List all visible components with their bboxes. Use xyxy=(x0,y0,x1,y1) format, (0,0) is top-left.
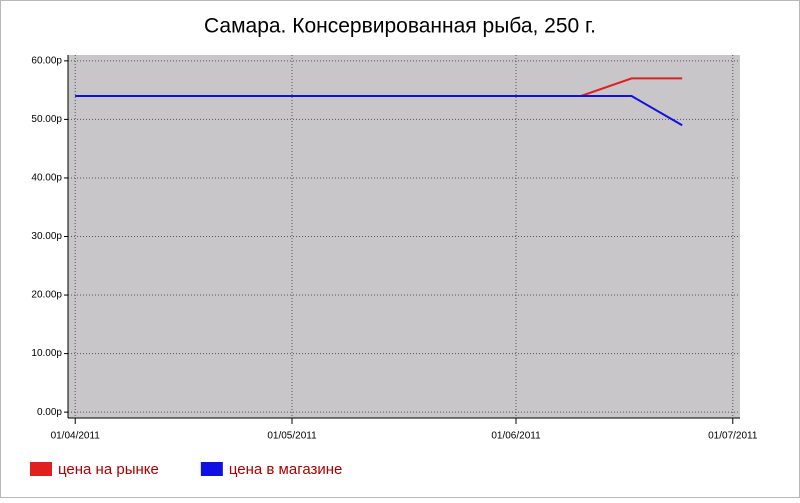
y-tick-label: 30.00р xyxy=(31,231,62,242)
y-tick-label: 0.00р xyxy=(37,407,62,418)
y-tick-label: 60.00р xyxy=(31,55,62,66)
series-line xyxy=(75,95,683,127)
chart-title: Самара. Консервированная рыба, 250 г. xyxy=(204,15,596,38)
legend-label: цена на рынке xyxy=(58,461,159,478)
y-tick-label: 20.00р xyxy=(31,290,62,301)
x-tick-label: 01/06/2011 xyxy=(491,431,541,442)
y-tick-label: 10.00р xyxy=(31,348,62,359)
legend-swatch xyxy=(30,462,52,476)
x-tick-label: 01/05/2011 xyxy=(267,431,317,442)
legend-label: цена в магазине xyxy=(229,461,343,478)
y-tick-label: 50.00р xyxy=(31,114,62,125)
x-tick-label: 01/07/2011 xyxy=(708,431,758,442)
x-tick-label: 01/04/2011 xyxy=(51,431,101,442)
legend-swatch xyxy=(200,462,223,476)
y-tick-label: 40.00р xyxy=(31,173,62,184)
